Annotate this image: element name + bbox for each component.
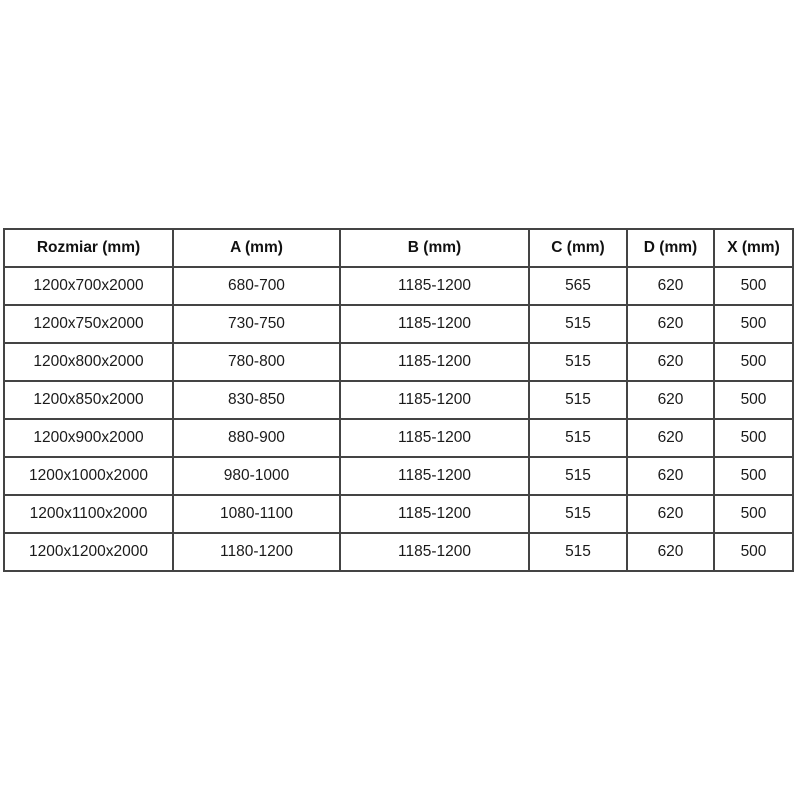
table-cell: 620 bbox=[626, 380, 715, 420]
table-cell: 730-750 bbox=[172, 304, 341, 344]
table-cell: 500 bbox=[713, 266, 794, 306]
table-cell: 830-850 bbox=[172, 380, 341, 420]
table-row: 1200x1000x2000 980-1000 1185-1200 515 620 500 bbox=[3, 456, 794, 496]
table-cell: 620 bbox=[626, 418, 715, 458]
table-cell: 500 bbox=[713, 456, 794, 496]
table-cell: 1185-1200 bbox=[339, 266, 530, 306]
table-cell: 500 bbox=[713, 304, 794, 344]
table-cell: 980-1000 bbox=[172, 456, 341, 496]
table-cell: 500 bbox=[713, 532, 794, 572]
table-cell: 620 bbox=[626, 494, 715, 534]
table-header: Rozmiar (mm) A (mm) B (mm) C (mm) D (mm)… bbox=[3, 228, 794, 268]
table-cell: 565 bbox=[528, 266, 628, 306]
table-cell: 1185-1200 bbox=[339, 456, 530, 496]
table-cell: 1200x750x2000 bbox=[3, 304, 174, 344]
table-cell: 1185-1200 bbox=[339, 380, 530, 420]
table-cell: 1200x900x2000 bbox=[3, 418, 174, 458]
header-b: B (mm) bbox=[339, 228, 530, 268]
table-cell: 1185-1200 bbox=[339, 304, 530, 344]
table-cell: 500 bbox=[713, 418, 794, 458]
table-cell: 1200x1100x2000 bbox=[3, 494, 174, 534]
table-cell: 1200x700x2000 bbox=[3, 266, 174, 306]
table-row: 1200x850x2000 830-850 1185-1200 515 620 500 bbox=[3, 380, 794, 420]
table-cell: 1180-1200 bbox=[172, 532, 341, 572]
table-cell: 1185-1200 bbox=[339, 418, 530, 458]
table-cell: 515 bbox=[528, 494, 628, 534]
table-cell: 1200x800x2000 bbox=[3, 342, 174, 382]
table-cell: 515 bbox=[528, 532, 628, 572]
table-row: 1200x800x2000 780-800 1185-1200 515 620 500 bbox=[3, 342, 794, 382]
table-cell: 1200x1200x2000 bbox=[3, 532, 174, 572]
table-cell: 500 bbox=[713, 380, 794, 420]
table-cell: 1080-1100 bbox=[172, 494, 341, 534]
table-cell: 620 bbox=[626, 342, 715, 382]
table-cell: 1185-1200 bbox=[339, 342, 530, 382]
table-cell: 515 bbox=[528, 304, 628, 344]
table-cell: 515 bbox=[528, 380, 628, 420]
table-cell: 780-800 bbox=[172, 342, 341, 382]
table-cell: 500 bbox=[713, 494, 794, 534]
table-cell: 1200x1000x2000 bbox=[3, 456, 174, 496]
table-cell: 1200x850x2000 bbox=[3, 380, 174, 420]
table-cell: 680-700 bbox=[172, 266, 341, 306]
table-cell: 620 bbox=[626, 456, 715, 496]
table-row: 1200x750x2000 730-750 1185-1200 515 620 500 bbox=[3, 304, 794, 344]
table-cell: 515 bbox=[528, 456, 628, 496]
header-x: X (mm) bbox=[713, 228, 794, 268]
table-cell: 880-900 bbox=[172, 418, 341, 458]
table-body: 1200x700x2000 680-700 1185-1200 565 620 500 12… bbox=[3, 266, 794, 572]
table-cell: 515 bbox=[528, 418, 628, 458]
table-header-row: Rozmiar (mm) A (mm) B (mm) C (mm) D (mm)… bbox=[3, 228, 794, 268]
header-rozmiar: Rozmiar (mm) bbox=[3, 228, 174, 268]
table-row: 1200x900x2000 880-900 1185-1200 515 620 500 bbox=[3, 418, 794, 458]
table-row: 1200x1200x2000 1180-1200 1185-1200 515 620 50… bbox=[3, 532, 794, 572]
table-cell: 500 bbox=[713, 342, 794, 382]
table-cell: 1185-1200 bbox=[339, 532, 530, 572]
table-cell: 620 bbox=[626, 266, 715, 306]
table-cell: 515 bbox=[528, 342, 628, 382]
dimensions-table: Rozmiar (mm) A (mm) B (mm) C (mm) D (mm)… bbox=[3, 228, 794, 572]
header-a: A (mm) bbox=[172, 228, 341, 268]
table-cell: 620 bbox=[626, 532, 715, 572]
table-cell: 620 bbox=[626, 304, 715, 344]
table-row: 1200x1100x2000 1080-1100 1185-1200 515 620 50… bbox=[3, 494, 794, 534]
header-c: C (mm) bbox=[528, 228, 628, 268]
table-row: 1200x700x2000 680-700 1185-1200 565 620 500 bbox=[3, 266, 794, 306]
header-d: D (mm) bbox=[626, 228, 715, 268]
table-cell: 1185-1200 bbox=[339, 494, 530, 534]
